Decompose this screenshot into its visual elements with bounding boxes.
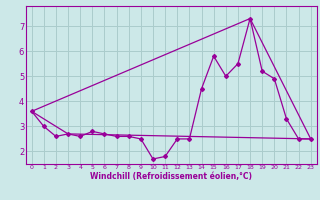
X-axis label: Windchill (Refroidissement éolien,°C): Windchill (Refroidissement éolien,°C) [90, 172, 252, 181]
